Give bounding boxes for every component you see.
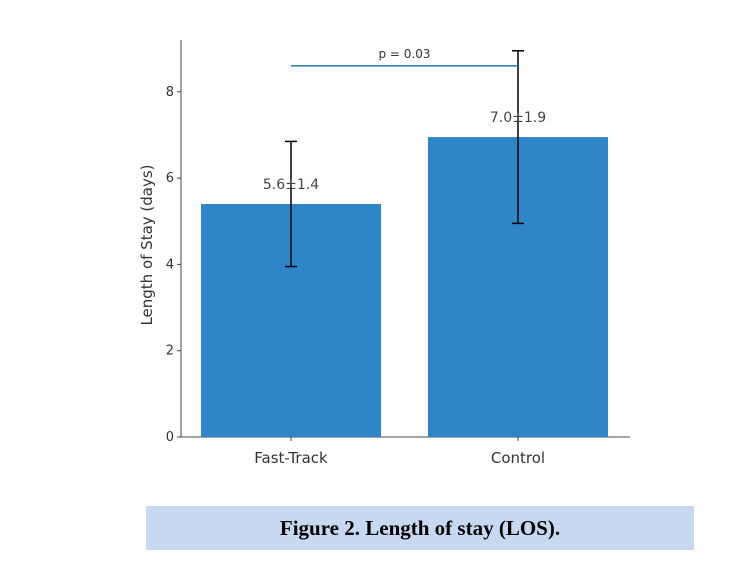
figure-caption: Figure 2. Length of stay (LOS). (146, 506, 694, 550)
x-tick-label: Fast-Track (254, 449, 328, 467)
y-tick-label: 4 (166, 257, 174, 272)
bar-chart: 0 2 4 6 8 Fast-Track Control 5.6±1.4 7.0±1.9 p … (138, 40, 630, 467)
y-axis-title: Length of Stay (days) (138, 164, 156, 325)
y-tick-label: 6 (166, 171, 174, 186)
y-tick-label: 8 (166, 85, 174, 100)
y-tick-label: 0 (166, 430, 174, 445)
y-tick-label: 2 (166, 344, 174, 359)
significance-annotation: p = 0.03 (291, 47, 518, 67)
error-bars (285, 50, 524, 268)
data-labels: 5.6±1.4 7.0±1.9 (263, 110, 546, 193)
data-label: 5.6±1.4 (263, 177, 319, 193)
significance-label: p = 0.03 (378, 47, 430, 61)
x-tick-label: Control (491, 449, 545, 467)
data-label: 7.0±1.9 (490, 110, 546, 126)
axes: 0 2 4 6 8 Fast-Track Control (166, 40, 630, 467)
